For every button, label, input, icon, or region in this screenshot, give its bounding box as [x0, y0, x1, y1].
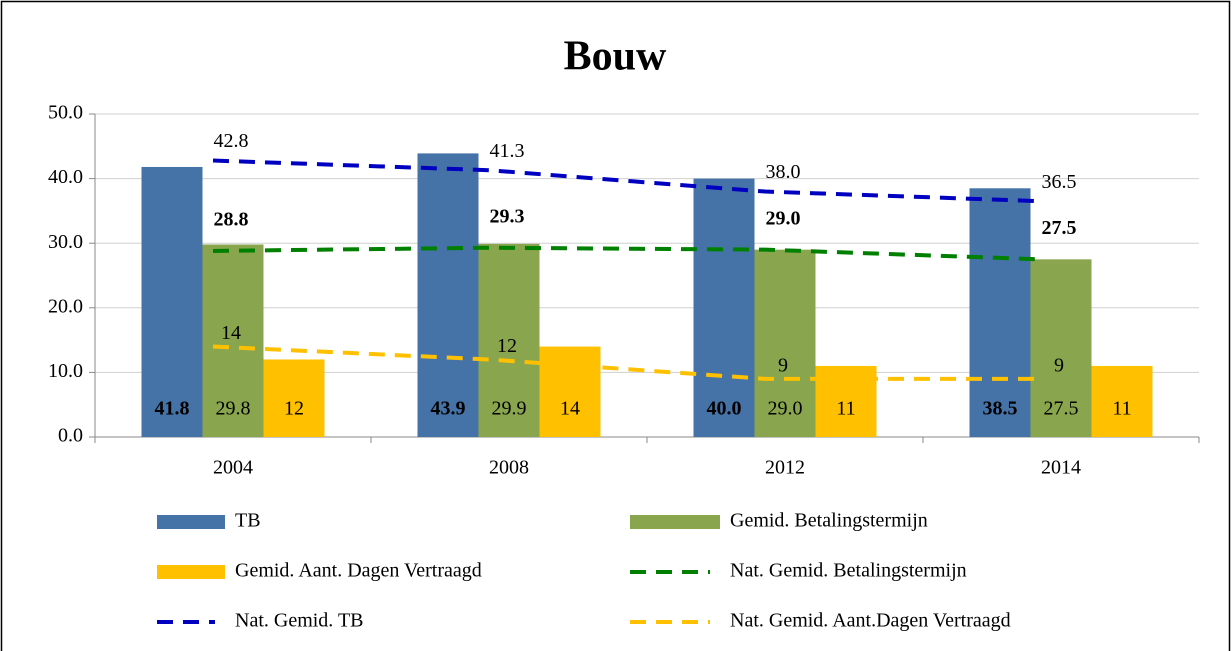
data-label: 14	[560, 398, 580, 420]
line	[212, 344, 1041, 381]
bar	[141, 166, 203, 438]
bar	[263, 359, 325, 437]
data-label: 11	[1112, 398, 1131, 420]
x-tick-label: 2012	[765, 457, 805, 479]
data-label: 43.9	[431, 398, 466, 420]
data-label: 41.8	[155, 398, 190, 420]
bar	[478, 243, 540, 437]
y-tick-label: 30.0	[48, 231, 83, 253]
legend-label: Gemid. Betalingstermijn	[730, 510, 928, 532]
y-tick-label: 40.0	[48, 166, 83, 188]
data-label: 14	[221, 322, 241, 344]
legend-label: Nat. Gemid. Betalingstermijn	[730, 560, 967, 582]
data-label: 40.0	[707, 398, 742, 420]
bar	[1030, 259, 1092, 437]
data-label: 29.9	[492, 398, 527, 420]
data-label: 38.0	[766, 161, 801, 183]
data-label: 41.3	[490, 140, 525, 162]
legend-swatch	[157, 515, 225, 529]
data-label: 12	[497, 335, 517, 357]
data-label: 27.5	[1042, 217, 1077, 239]
data-label: 29.0	[768, 398, 803, 420]
legend-label: Nat. Gemid. TB	[235, 610, 364, 632]
x-tick-label: 2004	[213, 457, 253, 479]
legend-label: Nat. Gemid. Aant.Dagen Vertraagd	[730, 610, 1011, 632]
bar	[202, 244, 264, 437]
data-label: 36.5	[1042, 171, 1077, 193]
y-tick-label: 50.0	[48, 102, 83, 124]
bar	[693, 178, 755, 437]
data-label: 42.8	[214, 130, 249, 152]
legend-swatch	[157, 565, 225, 579]
x-tick-label: 2008	[489, 457, 529, 479]
x-tick-label: 2014	[1041, 457, 1081, 479]
line	[212, 158, 1042, 204]
bar	[969, 188, 1031, 437]
data-label: 9	[778, 354, 788, 376]
data-label: 11	[836, 398, 855, 420]
bar	[539, 346, 601, 437]
data-label: 12	[284, 398, 304, 420]
y-tick-label: 10.0	[48, 360, 83, 382]
y-tick-label: 0.0	[58, 425, 83, 447]
data-label: 28.8	[214, 209, 249, 231]
line	[212, 245, 1042, 262]
bar	[754, 249, 816, 437]
data-label: 29.8	[216, 398, 251, 420]
bar	[1091, 365, 1153, 437]
data-label: 9	[1054, 354, 1064, 376]
legend-label: TB	[235, 510, 261, 532]
data-label: 29.0	[766, 207, 801, 229]
data-label: 29.3	[490, 205, 525, 227]
data-label: 27.5	[1044, 398, 1079, 420]
legend-swatch	[630, 515, 720, 529]
y-tick-label: 20.0	[48, 295, 83, 317]
data-label: 38.5	[983, 398, 1018, 420]
chart-title: Bouw	[564, 34, 667, 80]
bar	[417, 153, 479, 437]
legend-label: Gemid. Aant. Dagen Vertraagd	[235, 560, 482, 582]
